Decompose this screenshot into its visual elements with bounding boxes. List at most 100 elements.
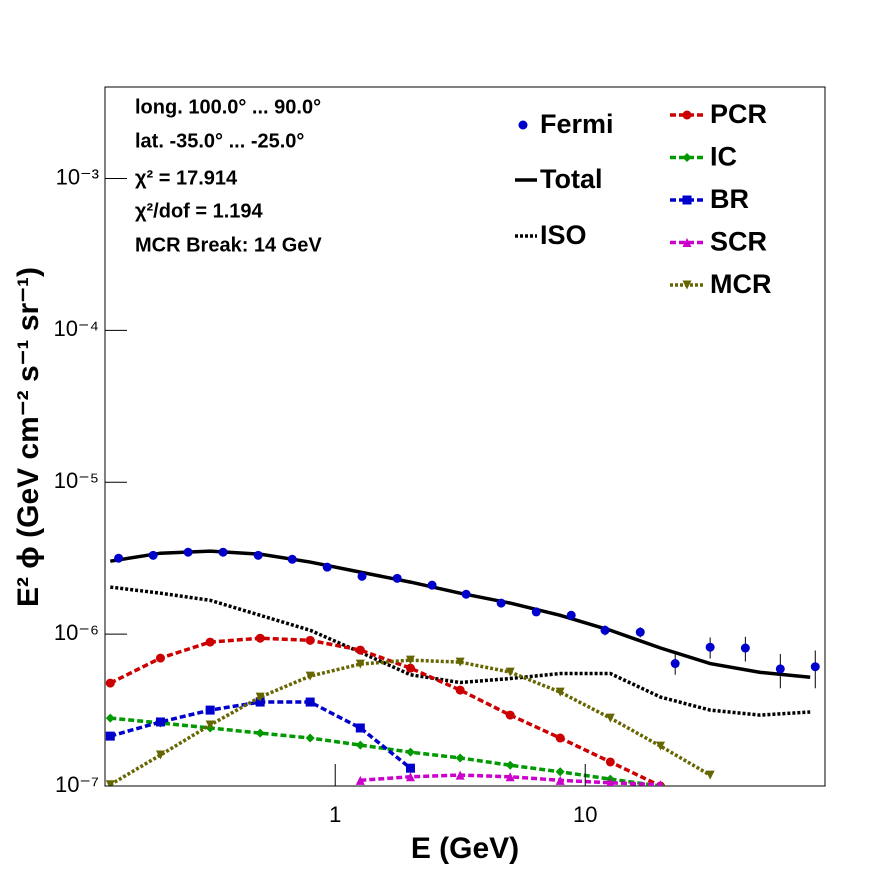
legend-marker: [682, 195, 692, 205]
marker: [355, 659, 365, 669]
series-line: [110, 585, 811, 717]
marker: [655, 741, 665, 751]
y-tick-label: 10⁻³: [56, 164, 99, 189]
marker: [455, 753, 465, 763]
marker: [427, 580, 437, 590]
marker: [606, 778, 615, 786]
marker: [205, 637, 215, 647]
marker: [305, 697, 315, 707]
x-axis-label: E (GeV): [411, 832, 519, 865]
annotation: χ²/dof = 1.194: [135, 200, 264, 222]
marker: [322, 562, 332, 572]
marker: [305, 733, 315, 743]
annotation: lat. -35.0° ... -25.0°: [135, 130, 304, 152]
legend-label: MCR: [710, 269, 772, 299]
marker: [505, 710, 515, 720]
marker: [205, 705, 215, 715]
annotation: χ² = 17.914: [135, 167, 238, 189]
marker: [355, 645, 365, 655]
legend-label: Fermi: [540, 109, 614, 139]
marker: [105, 713, 115, 723]
annotation: MCR Break: 14 GeV: [135, 234, 322, 256]
plot-area: [105, 547, 820, 786]
marker: [255, 692, 265, 702]
marker: [461, 589, 471, 599]
marker: [218, 547, 228, 557]
marker: [605, 757, 615, 767]
marker: [555, 767, 565, 777]
marker: [305, 635, 315, 645]
marker: [555, 733, 565, 743]
marker: [114, 553, 124, 563]
marker: [355, 775, 365, 785]
x-tick-label: 10: [573, 802, 597, 827]
legend-label: ISO: [540, 220, 587, 250]
marker: [496, 598, 506, 608]
marker: [287, 554, 297, 564]
marker: [705, 770, 715, 780]
marker: [405, 655, 415, 665]
marker: [255, 633, 265, 643]
marker: [105, 780, 115, 786]
marker: [355, 723, 365, 733]
marker: [505, 667, 515, 677]
legend-marker: [518, 120, 528, 130]
marker: [455, 770, 465, 780]
marker: [600, 625, 610, 635]
legend-label: BR: [710, 184, 749, 214]
marker: [740, 643, 750, 653]
marker: [505, 760, 515, 770]
series-line: [110, 716, 661, 786]
annotation: long. 100.0° ... 90.0°: [135, 96, 321, 118]
marker: [810, 662, 820, 672]
marker: [705, 642, 715, 652]
marker: [455, 685, 465, 695]
marker: [405, 663, 415, 673]
y-tick-label: 10⁻⁵: [54, 468, 99, 493]
marker: [155, 653, 165, 663]
marker: [566, 610, 576, 620]
legend-marker: [682, 238, 692, 247]
marker: [405, 747, 415, 757]
marker: [555, 687, 565, 697]
legend-label: IC: [710, 142, 737, 172]
marker: [105, 678, 115, 688]
marker: [670, 659, 680, 669]
series-line: [109, 636, 662, 786]
marker: [455, 657, 465, 667]
marker: [148, 550, 158, 560]
y-tick-label: 10⁻⁶: [54, 620, 99, 645]
legend-label: SCR: [710, 227, 767, 257]
legend-label: PCR: [710, 99, 767, 129]
marker: [155, 750, 165, 760]
plot-frame: [104, 86, 826, 787]
marker: [605, 713, 615, 723]
marker: [357, 571, 367, 581]
marker: [657, 780, 664, 786]
marker: [355, 740, 365, 750]
marker: [555, 775, 565, 785]
legend-marker: [682, 110, 692, 120]
legend-marker: [682, 280, 692, 290]
y-axis-label: E² ϕ (GeV cm⁻² s⁻¹ sr⁻¹): [12, 267, 45, 607]
marker: [305, 671, 315, 681]
marker: [253, 550, 263, 560]
marker: [255, 697, 265, 707]
x-tick-label: 1: [329, 802, 341, 827]
marker: [505, 772, 515, 782]
marker: [255, 728, 265, 738]
y-tick-label: 10⁻⁴: [53, 316, 99, 341]
legend-label: Total: [540, 164, 603, 194]
marker: [392, 573, 402, 583]
marker: [531, 607, 541, 617]
marker: [205, 720, 215, 730]
y-tick-label: 10⁻⁷: [55, 772, 99, 797]
marker: [183, 547, 193, 557]
marker: [405, 772, 415, 782]
marker: [775, 664, 785, 674]
legend-marker: [682, 153, 692, 162]
marker: [405, 763, 415, 773]
marker: [155, 717, 165, 727]
marker: [635, 627, 645, 637]
